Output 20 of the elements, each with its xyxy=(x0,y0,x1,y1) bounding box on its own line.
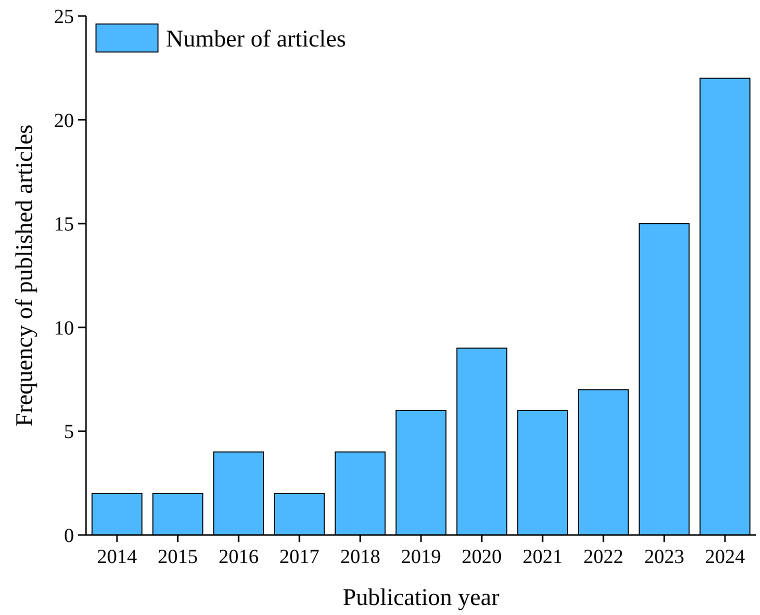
legend-label: Number of articles xyxy=(166,26,346,52)
x-tick-label: 2016 xyxy=(218,546,259,568)
y-tick-label: 5 xyxy=(64,421,74,444)
x-tick-label: 2024 xyxy=(704,546,745,568)
x-tick-label: 2021 xyxy=(522,546,563,568)
x-tick-label: 2015 xyxy=(158,546,198,568)
y-tick-label: 15 xyxy=(54,214,74,236)
y-tick-label: 0 xyxy=(64,525,74,547)
x-tick-label: 2020 xyxy=(462,546,502,568)
x-tick-label: 2023 xyxy=(644,546,684,568)
y-tick-label: 10 xyxy=(54,317,74,340)
y-tick-label: 20 xyxy=(54,110,74,132)
y-axis-title: Frequency of published articles xyxy=(12,124,38,426)
x-axis-title: Publication year xyxy=(342,585,500,611)
x-tick-label: 2019 xyxy=(401,546,441,568)
x-tick-label: 2018 xyxy=(340,546,380,568)
x-tick-label: 2022 xyxy=(583,546,624,568)
x-tick-label: 2014 xyxy=(97,546,138,568)
y-tick-label: 25 xyxy=(54,6,74,28)
x-tick-label: 2017 xyxy=(279,546,320,568)
